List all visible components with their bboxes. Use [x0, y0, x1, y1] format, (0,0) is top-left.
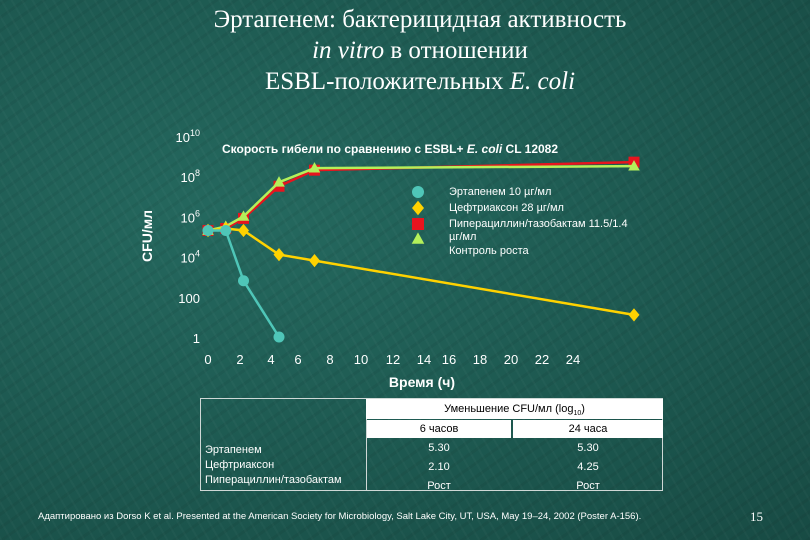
data-point-circle — [220, 224, 232, 236]
drug-row-2: Цефтриаксон — [205, 459, 275, 471]
column-6h: 6 часов — [367, 420, 511, 438]
drug-row-3: Пиперациллин/тазобактам — [205, 474, 342, 486]
slide-title: Эртапенем: бактерицидная активность in v… — [120, 4, 720, 97]
x-tick-label: 4 — [267, 352, 274, 367]
chart-subtitle: Скорость гибели по сравнению с ESBL+ E. … — [222, 142, 558, 156]
data-point-diamond — [238, 223, 249, 238]
series-layer — [202, 156, 640, 343]
value-6h-2: 2.10 — [428, 461, 450, 473]
y-tick-base: 1 — [193, 331, 200, 346]
title-e-coli: E. coli — [509, 68, 576, 95]
data-point-triangle — [237, 210, 250, 221]
drug-names: Эртапенем Цефтриаксон Пиперациллин/тазоб… — [205, 443, 342, 488]
y-tick-label: 104 — [181, 249, 200, 266]
x-tick-label: 24 — [566, 352, 580, 367]
y-axis-label: CFU/мл — [139, 210, 155, 262]
y-tick-label: 108 — [181, 168, 200, 185]
value-24h-2: 4.25 — [577, 461, 599, 473]
x-tick-label: 22 — [535, 352, 549, 367]
subtitle-plain: Скорость гибели по сравнению с ESBL+ — [222, 142, 467, 156]
value-24h-3: Рост — [576, 480, 600, 492]
title-line-2: in vitro в отношении — [120, 35, 720, 66]
y-tick-base: 10 — [181, 210, 195, 225]
legend-label: Цефтриаксон 28 µг/мл — [449, 202, 564, 214]
table-header-sub: 10 — [573, 410, 582, 418]
x-axis-label: Время (ч) — [389, 374, 455, 390]
data-point-triangle — [628, 160, 640, 171]
legend-label: Эртапенем 10 µг/мл — [449, 186, 551, 198]
x-tick-label: 2 — [236, 352, 243, 367]
value-6h-1: 5.30 — [428, 442, 450, 454]
y-tick-label: 1 — [193, 331, 200, 346]
legend: Эртапенем 10 µг/мл Цефтриаксон 28 µг/мл Пи… — [411, 186, 628, 257]
data-point-triangle — [308, 162, 321, 173]
y-tick-exponent: 10 — [190, 128, 200, 138]
column-24h: 24 часа — [513, 420, 663, 438]
subtitle-rest: CL 12082 — [502, 142, 558, 156]
data-point-diamond — [412, 200, 424, 216]
summary-table: Уменьшение CFU/мл (log10) 6 часов 24 час… — [200, 398, 663, 492]
table-divider — [366, 399, 367, 491]
legend-label-line: Пиперациллин/тазобактам 11.5/1.4 — [449, 218, 628, 230]
data-point-circle — [238, 275, 249, 287]
subtitle-italic: E. coli — [467, 142, 503, 156]
legend-label: Пиперациллин/тазобактам 11.5/1.4 µг/мл — [449, 218, 628, 243]
x-tick-labels: 0 2 4 6 8 10 12 14 16 18 20 22 24 — [204, 352, 580, 367]
series-1 — [202, 221, 640, 322]
y-tick-label: 106 — [181, 208, 200, 225]
citation-footer: Адаптировано из Dorso K et al. Presented… — [38, 511, 642, 522]
y-tick-label: 100 — [178, 291, 200, 306]
title-line-2-rest: в отношении — [384, 37, 528, 64]
x-tick-label: 10 — [354, 352, 368, 367]
y-tick-base: 10 — [181, 170, 195, 185]
y-tick-base: 100 — [178, 291, 200, 306]
data-point-diamond — [628, 308, 640, 322]
series-line — [208, 229, 281, 338]
drug-row-1: Эртапенем — [205, 444, 262, 456]
table-header-end: ) — [581, 403, 585, 415]
table-header-text: Уменьшение CFU/мл (log — [444, 403, 574, 415]
data-point-circle — [273, 331, 285, 343]
y-tick-base: 10 — [176, 130, 190, 145]
value-24h-1: 5.30 — [577, 442, 599, 454]
y-tick-exponent: 6 — [195, 208, 200, 218]
y-tick-exponent: 4 — [195, 249, 200, 259]
data-point-circle — [412, 186, 424, 198]
x-tick-label: 14 — [417, 352, 431, 367]
x-tick-label: 20 — [504, 352, 518, 367]
legend-label: Контроль роста — [449, 245, 529, 257]
page-number: 15 — [750, 509, 763, 524]
x-tick-label: 8 — [326, 352, 333, 367]
y-tick-exponent: 8 — [195, 168, 200, 178]
data-point-square — [412, 218, 424, 230]
data-point-triangle — [273, 176, 285, 187]
legend-label-line: µг/мл — [449, 231, 476, 243]
values-6h: 5.30 2.10 Рост — [367, 439, 511, 496]
data-point-diamond — [273, 247, 285, 262]
y-tick-label: 1010 — [176, 128, 200, 145]
values-24h: 5.30 4.25 Рост — [513, 439, 663, 496]
y-tick-base: 10 — [181, 251, 195, 266]
x-tick-label: 0 — [204, 352, 211, 367]
data-point-diamond — [309, 254, 320, 268]
data-point-triangle — [411, 232, 425, 244]
title-line-3-plain: ESBL-положительных — [264, 68, 510, 95]
value-6h-3: Рост — [427, 480, 451, 492]
title-in-vitro: in vitro — [312, 37, 385, 64]
series-0 — [202, 224, 285, 343]
title-line-1: Эртапенем: бактерицидная активность — [213, 6, 627, 33]
x-tick-label: 18 — [473, 352, 487, 367]
table-header: Уменьшение CFU/мл (log10) — [366, 399, 663, 419]
data-point-circle — [202, 224, 214, 236]
x-tick-label: 12 — [386, 352, 400, 367]
x-tick-label: 16 — [442, 352, 456, 367]
x-tick-label: 6 — [294, 352, 301, 367]
title-line-3: ESBL-положительных E. coli — [120, 66, 720, 97]
